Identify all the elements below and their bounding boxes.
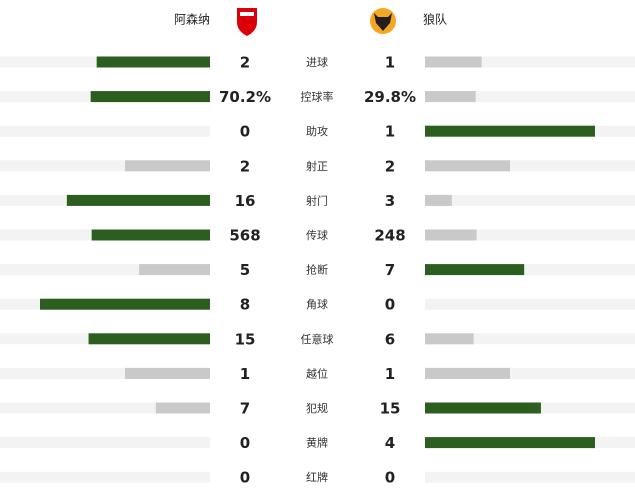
home-value: 0 xyxy=(240,469,250,487)
track xyxy=(0,367,210,379)
away-bar xyxy=(425,437,595,449)
stat-label: 进球 xyxy=(306,55,328,69)
track xyxy=(425,333,635,345)
away-value: 248 xyxy=(374,227,405,245)
track xyxy=(425,367,635,379)
away-team: 狼队 xyxy=(423,12,447,27)
away-value: 4 xyxy=(385,434,395,452)
home-bar xyxy=(40,298,210,310)
away-value: 2 xyxy=(385,157,395,175)
home-bar xyxy=(96,56,210,68)
home-value: 8 xyxy=(240,296,250,314)
home-value: 15 xyxy=(235,330,256,348)
track xyxy=(425,229,635,241)
stat-label: 任意球 xyxy=(301,332,334,346)
away-bar xyxy=(425,367,510,379)
home-value: 16 xyxy=(235,192,256,210)
home-value: 1 xyxy=(240,365,250,383)
away-value: 0 xyxy=(385,469,395,487)
home-value: 7 xyxy=(240,400,250,418)
stat-label: 助攻 xyxy=(306,124,328,138)
away-bar xyxy=(425,160,510,172)
stat-label: 传球 xyxy=(306,228,328,242)
away-value: 6 xyxy=(385,330,395,348)
away-bar xyxy=(425,264,525,276)
away-bar xyxy=(425,125,595,137)
away-bar xyxy=(425,56,482,68)
home-value: 0 xyxy=(240,123,250,141)
stat-label: 犯规 xyxy=(306,401,328,415)
home-value: 568 xyxy=(229,227,260,245)
stat-label: 控球率 xyxy=(301,90,334,104)
track xyxy=(0,402,210,414)
home-bar xyxy=(125,160,210,172)
track xyxy=(0,437,210,449)
track xyxy=(0,160,210,172)
home-value: 70.2% xyxy=(219,88,271,106)
stat-label: 射门 xyxy=(306,193,328,207)
home-value: 5 xyxy=(240,261,250,279)
track xyxy=(425,471,635,483)
track xyxy=(425,194,635,206)
home-bar xyxy=(91,229,210,241)
home-value: 2 xyxy=(240,157,250,175)
stat-label: 抢断 xyxy=(306,263,328,277)
track xyxy=(0,125,210,137)
away-bar xyxy=(425,91,476,103)
away-logo xyxy=(370,8,396,34)
home-bar xyxy=(90,91,210,103)
home-value: 0 xyxy=(240,434,250,452)
track xyxy=(0,264,210,276)
away-bar xyxy=(425,402,541,414)
stat-label: 黄牌 xyxy=(306,436,328,450)
track xyxy=(425,298,635,310)
track xyxy=(0,471,210,483)
away-bar xyxy=(425,194,452,206)
away-value: 29.8% xyxy=(364,88,416,106)
home-bar xyxy=(88,333,210,345)
away-bar xyxy=(425,229,477,241)
away-value: 15 xyxy=(380,400,401,418)
stat-label: 红牌 xyxy=(306,470,328,484)
track xyxy=(425,56,635,68)
home-bar xyxy=(125,367,210,379)
track xyxy=(425,160,635,172)
home-bar xyxy=(66,194,210,206)
away-value: 0 xyxy=(385,296,395,314)
home-bar xyxy=(155,402,210,414)
away-value: 7 xyxy=(385,261,395,279)
home-team: 阿森纳 xyxy=(174,12,210,27)
stat-label: 角球 xyxy=(306,297,328,311)
stat-label: 越位 xyxy=(306,366,328,380)
home-bar xyxy=(139,264,210,276)
away-value: 1 xyxy=(385,54,395,72)
track xyxy=(425,264,635,276)
track xyxy=(425,91,635,103)
stat-label: 射正 xyxy=(306,159,328,173)
home-logo xyxy=(237,8,257,36)
away-value: 1 xyxy=(385,365,395,383)
away-value: 3 xyxy=(385,192,395,210)
home-value: 2 xyxy=(240,54,250,72)
away-value: 1 xyxy=(385,123,395,141)
away-bar xyxy=(425,333,474,345)
